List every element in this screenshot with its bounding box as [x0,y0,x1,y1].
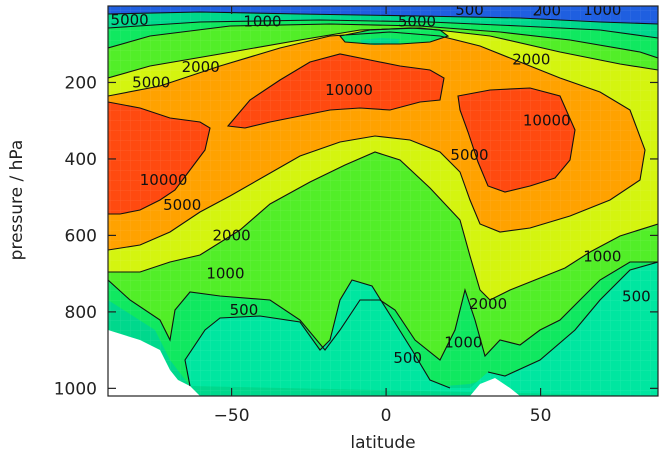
contour-label: 5000 [450,146,488,164]
contour-label: 5000 [163,196,201,214]
contour-label: 10000 [140,171,188,189]
contour-label: 500 [455,1,484,19]
contour-label: 5000 [111,11,149,29]
contour-lines [108,11,658,389]
contour-line-5000-upper [108,31,646,251]
contour-label: 1000 [583,247,621,265]
contour-label: 10000 [523,112,571,130]
contour-line-10000-centre [226,53,445,129]
plot-frame [107,5,659,397]
contour-label: 5000 [132,73,170,91]
contour-label: 1000 [583,1,621,19]
contour-label: 2000 [512,51,550,69]
contour-line-1000-upper [108,23,658,59]
contour-line-200 [108,11,658,25]
contour-label: 500 [393,349,422,367]
y-tick-label: 600 [65,226,97,246]
contour-label: 200 [532,2,561,20]
y-axis-title: pressure / hPa [7,140,27,261]
contour-label: 500 [622,288,651,306]
x-axis: −50 0 50 [214,6,552,426]
x-tick-label: 50 [530,406,552,426]
contour-label: 2000 [182,58,220,76]
contour-line-500 [108,19,658,39]
contour-label: 1000 [206,265,244,283]
y-tick-label: 800 [65,303,97,323]
contour-line-10000-right [457,87,576,193]
contour-label: 2000 [469,295,507,313]
x-tick-label: 0 [381,406,392,426]
contour-line-1000-lower [108,261,658,361]
contour-bands [108,6,658,396]
y-tick-label: 1000 [54,379,97,399]
contour-label: 10000 [325,81,373,99]
y-tick-label: 200 [65,73,97,93]
grid-overlay [108,6,658,396]
contour-line-500-lower [184,279,451,389]
contour-label: 1000 [243,12,281,30]
contour-line-500-right [487,261,658,377]
contour-label: 1000 [444,333,482,351]
contour-line-10000-left [108,101,211,215]
x-tick-label: −50 [214,406,250,426]
x-axis-title: latitude [350,433,415,453]
contour-labels: 5000 1000 5000 500 200 1000 2000 5000 2000 10000 1… [111,1,651,367]
contour-label: 2000 [213,226,251,244]
contour-line-2000-lower [108,151,658,301]
y-tick-label: 400 [65,150,97,170]
y-axis: 200 400 600 800 1000 [54,73,658,399]
contour-label: 5000 [398,12,436,30]
contour-label: 500 [230,301,259,319]
contour-line-top-island [338,27,450,45]
